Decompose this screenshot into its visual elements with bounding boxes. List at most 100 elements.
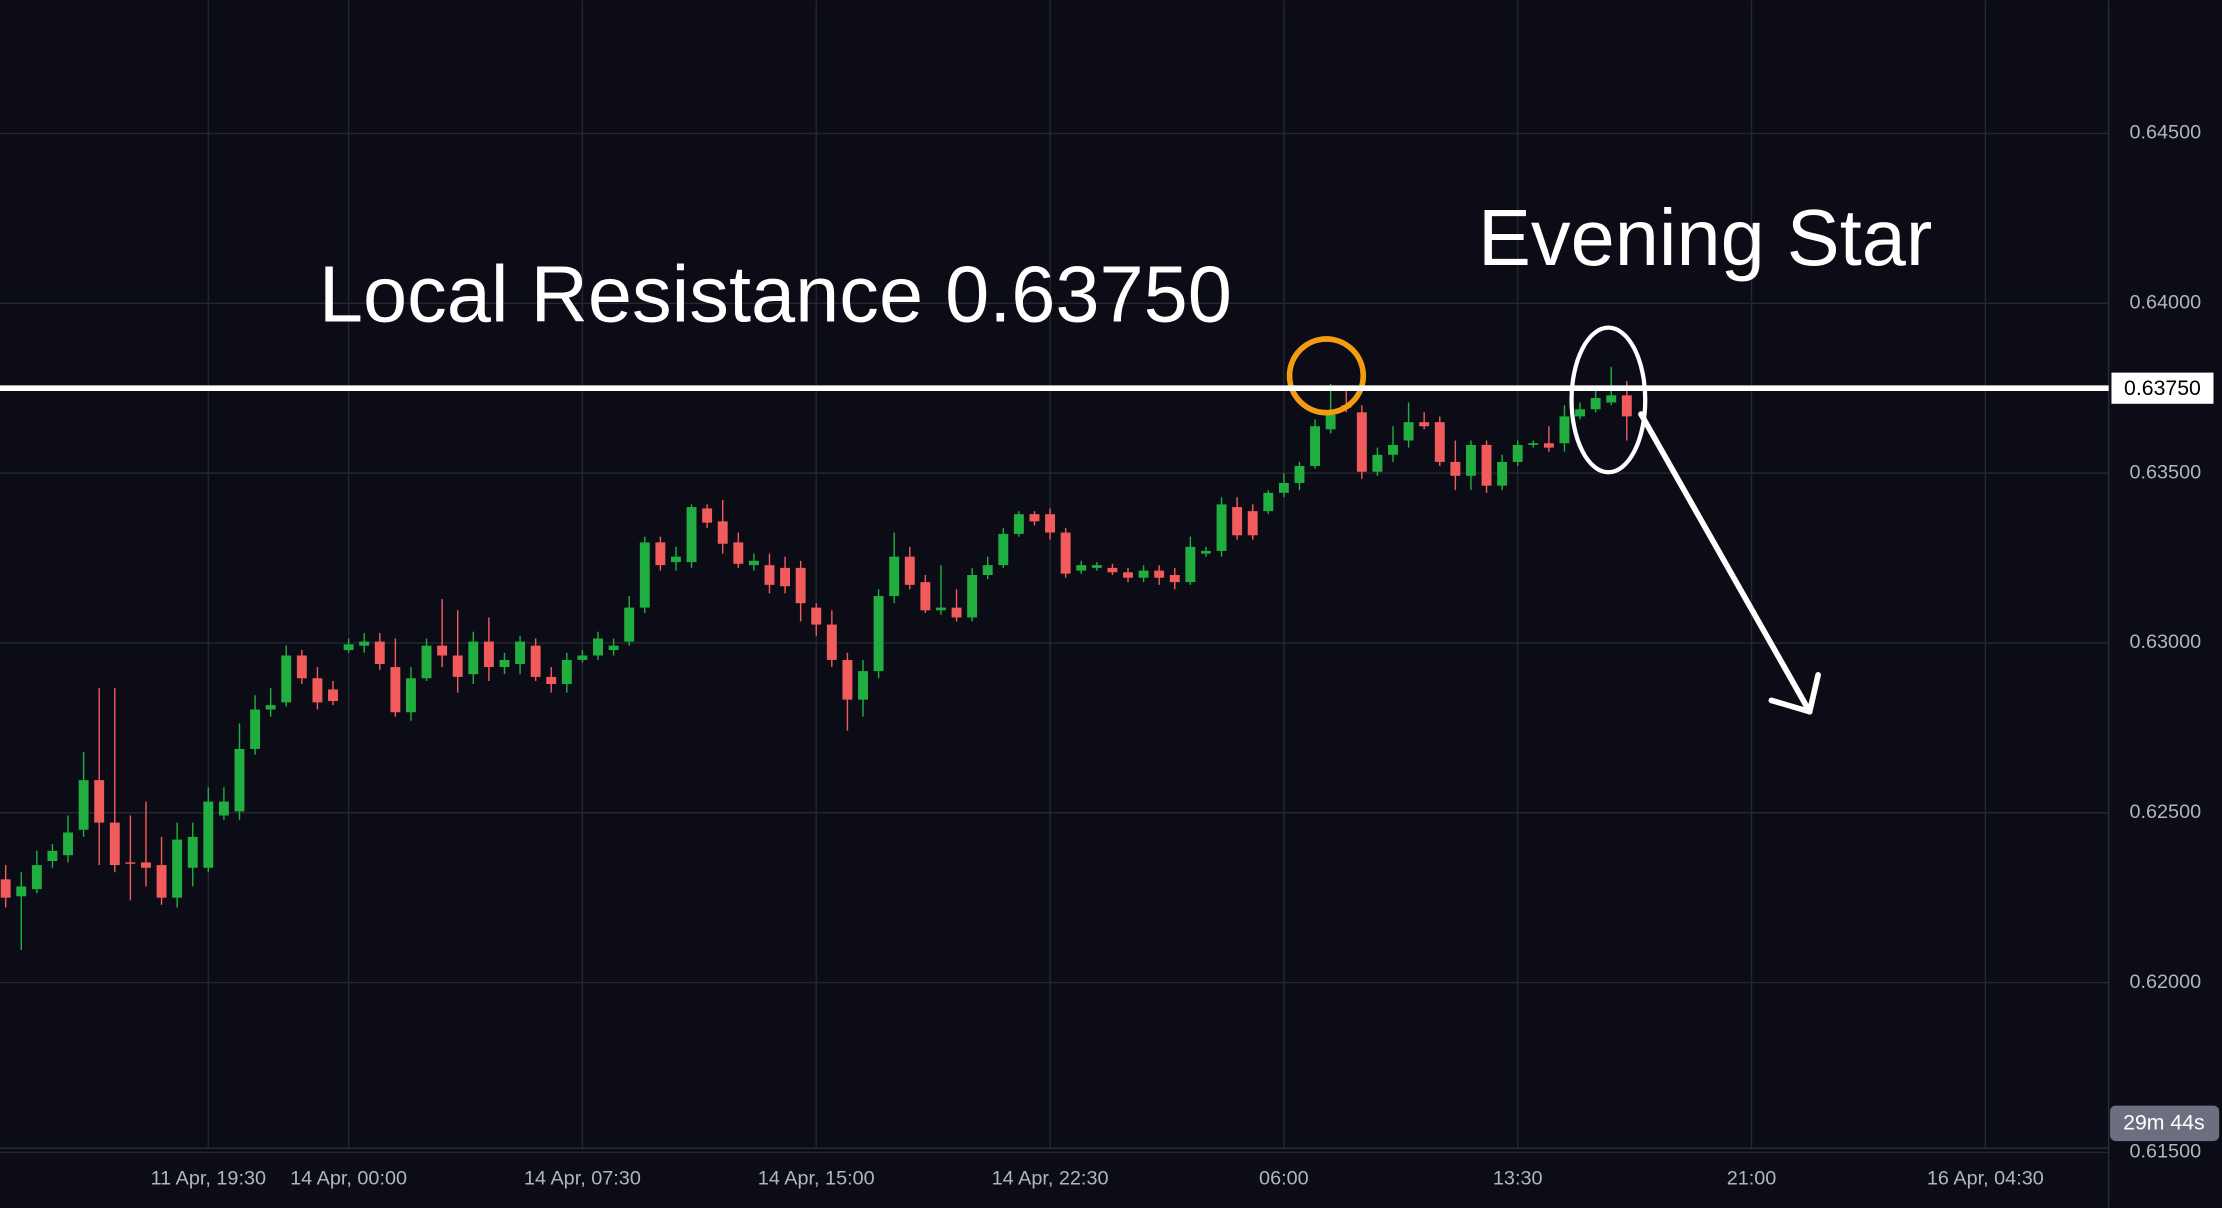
arrow-head <box>1768 697 1813 715</box>
x-tick-label: 13:30 <box>1493 1168 1543 1190</box>
y-tick-label: 0.64000 <box>2129 292 2201 314</box>
arrow-head <box>1806 672 1821 715</box>
candle-body <box>281 655 292 703</box>
candle-body <box>858 671 868 700</box>
price-label-box <box>2111 372 2214 404</box>
candle-body <box>1247 511 1258 536</box>
candle-body <box>577 655 588 660</box>
candle-body <box>1434 422 1445 462</box>
candle-body <box>1216 504 1227 551</box>
candle-body <box>889 556 900 597</box>
candle-body <box>31 865 42 890</box>
candle-body <box>748 560 759 566</box>
candle-body <box>0 879 11 898</box>
price-label: 0.63750 <box>2124 376 2201 400</box>
candle-body <box>1543 443 1554 448</box>
candle-body <box>1356 412 1367 472</box>
candle-body <box>686 507 697 563</box>
annotation-text: Local Resistance 0.63750 <box>319 250 1232 339</box>
down-arrow <box>1638 411 1821 715</box>
candle-body <box>733 542 744 564</box>
x-tick-label: 14 Apr, 00:00 <box>290 1168 407 1190</box>
candle-body <box>1606 395 1617 403</box>
arrow-shaft <box>1638 411 1813 715</box>
candle-body <box>1559 416 1570 444</box>
candles <box>0 366 1632 950</box>
x-tick-label: 14 Apr, 07:30 <box>524 1168 641 1190</box>
candle-body <box>437 645 448 656</box>
y-tick-label: 0.64500 <box>2129 122 2201 144</box>
x-tick-label: 16 Apr, 04:30 <box>1927 1168 2044 1190</box>
candle-body <box>530 645 541 677</box>
axes: 0.61500 0.62000 0.62500 0.63000 0.63500 0.640… <box>151 122 2220 1190</box>
candle-body <box>780 567 791 587</box>
candle-body <box>1076 565 1087 571</box>
candle-body <box>203 801 214 868</box>
candle-body <box>1372 454 1383 472</box>
candle-body <box>655 542 666 566</box>
candle-body <box>624 607 635 642</box>
candle-body <box>967 575 978 618</box>
x-tick-label: 21:00 <box>1727 1168 1777 1190</box>
candle-body <box>172 839 183 898</box>
candle-body <box>1294 465 1305 483</box>
candle-body <box>1528 443 1539 445</box>
y-tick-label: 0.62000 <box>2129 971 2201 993</box>
candle-body <box>1621 395 1632 417</box>
candle-body <box>904 556 915 585</box>
x-tick-label: 14 Apr, 22:30 <box>992 1168 1109 1190</box>
candle-body <box>1154 570 1165 578</box>
candle-body <box>1107 567 1118 573</box>
candle-body <box>78 780 89 830</box>
candle-body <box>1185 546 1196 583</box>
candle-body <box>842 659 853 700</box>
candle-body <box>1263 492 1274 512</box>
x-tick-label: 14 Apr, 15:00 <box>758 1168 875 1190</box>
candle-body <box>63 832 73 856</box>
candle-body <box>982 565 993 576</box>
candle-body <box>1045 514 1056 533</box>
candle-body <box>1403 422 1414 441</box>
candle-body <box>405 678 416 713</box>
candle-body <box>702 508 713 523</box>
candle-body <box>670 556 681 563</box>
candle-body <box>328 689 338 702</box>
candle-body <box>1388 444 1398 455</box>
candle-body <box>359 641 370 646</box>
x-tick-label: 11 Apr, 19:30 <box>151 1168 266 1190</box>
candle-body <box>1200 550 1211 554</box>
candle-body <box>452 655 463 677</box>
candle-body <box>593 638 603 656</box>
annotations: Local Resistance 0.63750 Evening Star <box>0 193 2109 715</box>
candle-body <box>795 567 806 604</box>
candle-body <box>296 655 307 679</box>
candle-body <box>1450 461 1461 476</box>
candle-body <box>94 780 105 823</box>
candle-body <box>141 862 151 868</box>
candle-body <box>1310 426 1321 466</box>
candle-body <box>187 836 198 868</box>
candle-body <box>1169 575 1180 583</box>
candle-body <box>250 709 261 749</box>
candle-body <box>608 645 619 651</box>
countdown-box <box>2110 1105 2220 1142</box>
candle-body <box>468 641 479 675</box>
candle-body <box>717 521 728 544</box>
candle-body <box>47 850 58 861</box>
y-tick-label: 0.63500 <box>2129 461 2201 483</box>
candle-body <box>1419 422 1430 427</box>
candle-body <box>1278 482 1289 493</box>
candle-body <box>483 641 494 668</box>
candle-body <box>1512 444 1523 462</box>
candle-body <box>156 865 167 898</box>
candle-body <box>1465 444 1476 476</box>
annotation-text: Evening Star <box>1478 193 1932 282</box>
candle-body <box>421 645 432 679</box>
candle-body <box>873 596 884 672</box>
candle-body <box>343 644 354 651</box>
candle-body <box>1138 570 1149 578</box>
candle-body <box>515 641 526 664</box>
candle-body <box>16 886 27 897</box>
candle-body <box>1029 514 1040 522</box>
